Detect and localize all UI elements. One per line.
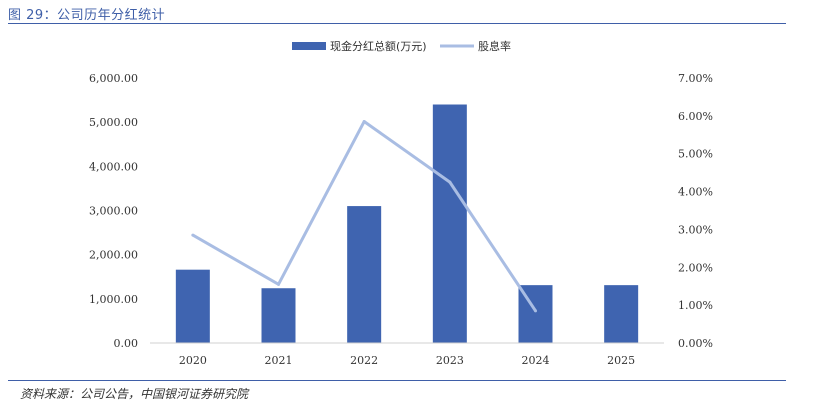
figure-title: 图 29：公司历年分红统计 (8, 8, 166, 23)
right-axis-tick-label: 1.00% (678, 299, 713, 312)
x-axis-tick-label: 2025 (607, 354, 635, 367)
right-axis-tick-label: 0.00% (678, 337, 713, 350)
left-axis-tick-label: 5,000.00 (89, 116, 138, 129)
bar-2025 (604, 285, 639, 343)
right-axis-tick-label: 2.00% (678, 261, 713, 274)
right-axis-tick-label: 4.00% (678, 186, 713, 199)
footer-divider (8, 380, 786, 381)
line-point-2023 (448, 180, 452, 184)
left-axis-tick-label: 2,000.00 (89, 249, 138, 262)
left-axis-ticks: 0.00 1,000.00 2,000.00 3,000.00 4,000.00 5,00… (89, 72, 138, 350)
bar-2022 (347, 206, 382, 343)
legend-bar-label: 现金分红总额(万元) (330, 39, 427, 53)
bar-2021 (261, 288, 296, 343)
line-point-2020 (191, 233, 195, 237)
left-axis-tick-label: 6,000.00 (89, 72, 138, 85)
right-axis-tick-label: 6.00% (678, 110, 713, 123)
legend-bar-swatch (292, 42, 326, 50)
bar-2020 (175, 269, 210, 343)
line-point-2022 (362, 120, 366, 124)
bar-series (175, 104, 639, 343)
right-axis-tick-label: 3.00% (678, 223, 713, 236)
legend: 现金分红总额(万元) 股息率 (292, 39, 511, 53)
left-axis-tick-label: 0.00 (114, 337, 139, 350)
right-axis-ticks: 0.00% 1.00% 2.00% 3.00% 4.00% 5.00% 6.00% 7.00% (678, 72, 713, 350)
right-axis-tick-label: 7.00% (678, 72, 713, 85)
line-point-2021 (277, 282, 280, 286)
dividend-chart: 现金分红总额(万元) 股息率 0.00 1,000.00 2,000.00 3,000… (89, 39, 713, 367)
x-axis-tick-label: 2024 (522, 354, 550, 367)
x-axis-ticks: 2020 2021 2022 2023 2024 2025 (179, 354, 635, 367)
left-axis-tick-label: 3,000.00 (89, 205, 138, 218)
line-point-2024 (534, 309, 537, 313)
title-divider (8, 23, 786, 24)
source-note: 资料来源：公司公告，中国银河证券研究院 (20, 387, 249, 401)
x-axis-tick-label: 2021 (265, 354, 293, 367)
left-axis-tick-label: 4,000.00 (89, 160, 138, 173)
x-axis-tick-label: 2020 (179, 354, 207, 367)
right-axis-tick-label: 5.00% (678, 148, 713, 161)
x-axis-tick-label: 2023 (436, 354, 464, 367)
bar-2023 (432, 104, 467, 343)
x-axis-tick-label: 2022 (350, 354, 378, 367)
legend-line-label: 股息率 (478, 39, 511, 53)
line-series (191, 120, 537, 313)
left-axis-tick-label: 1,000.00 (89, 293, 138, 306)
